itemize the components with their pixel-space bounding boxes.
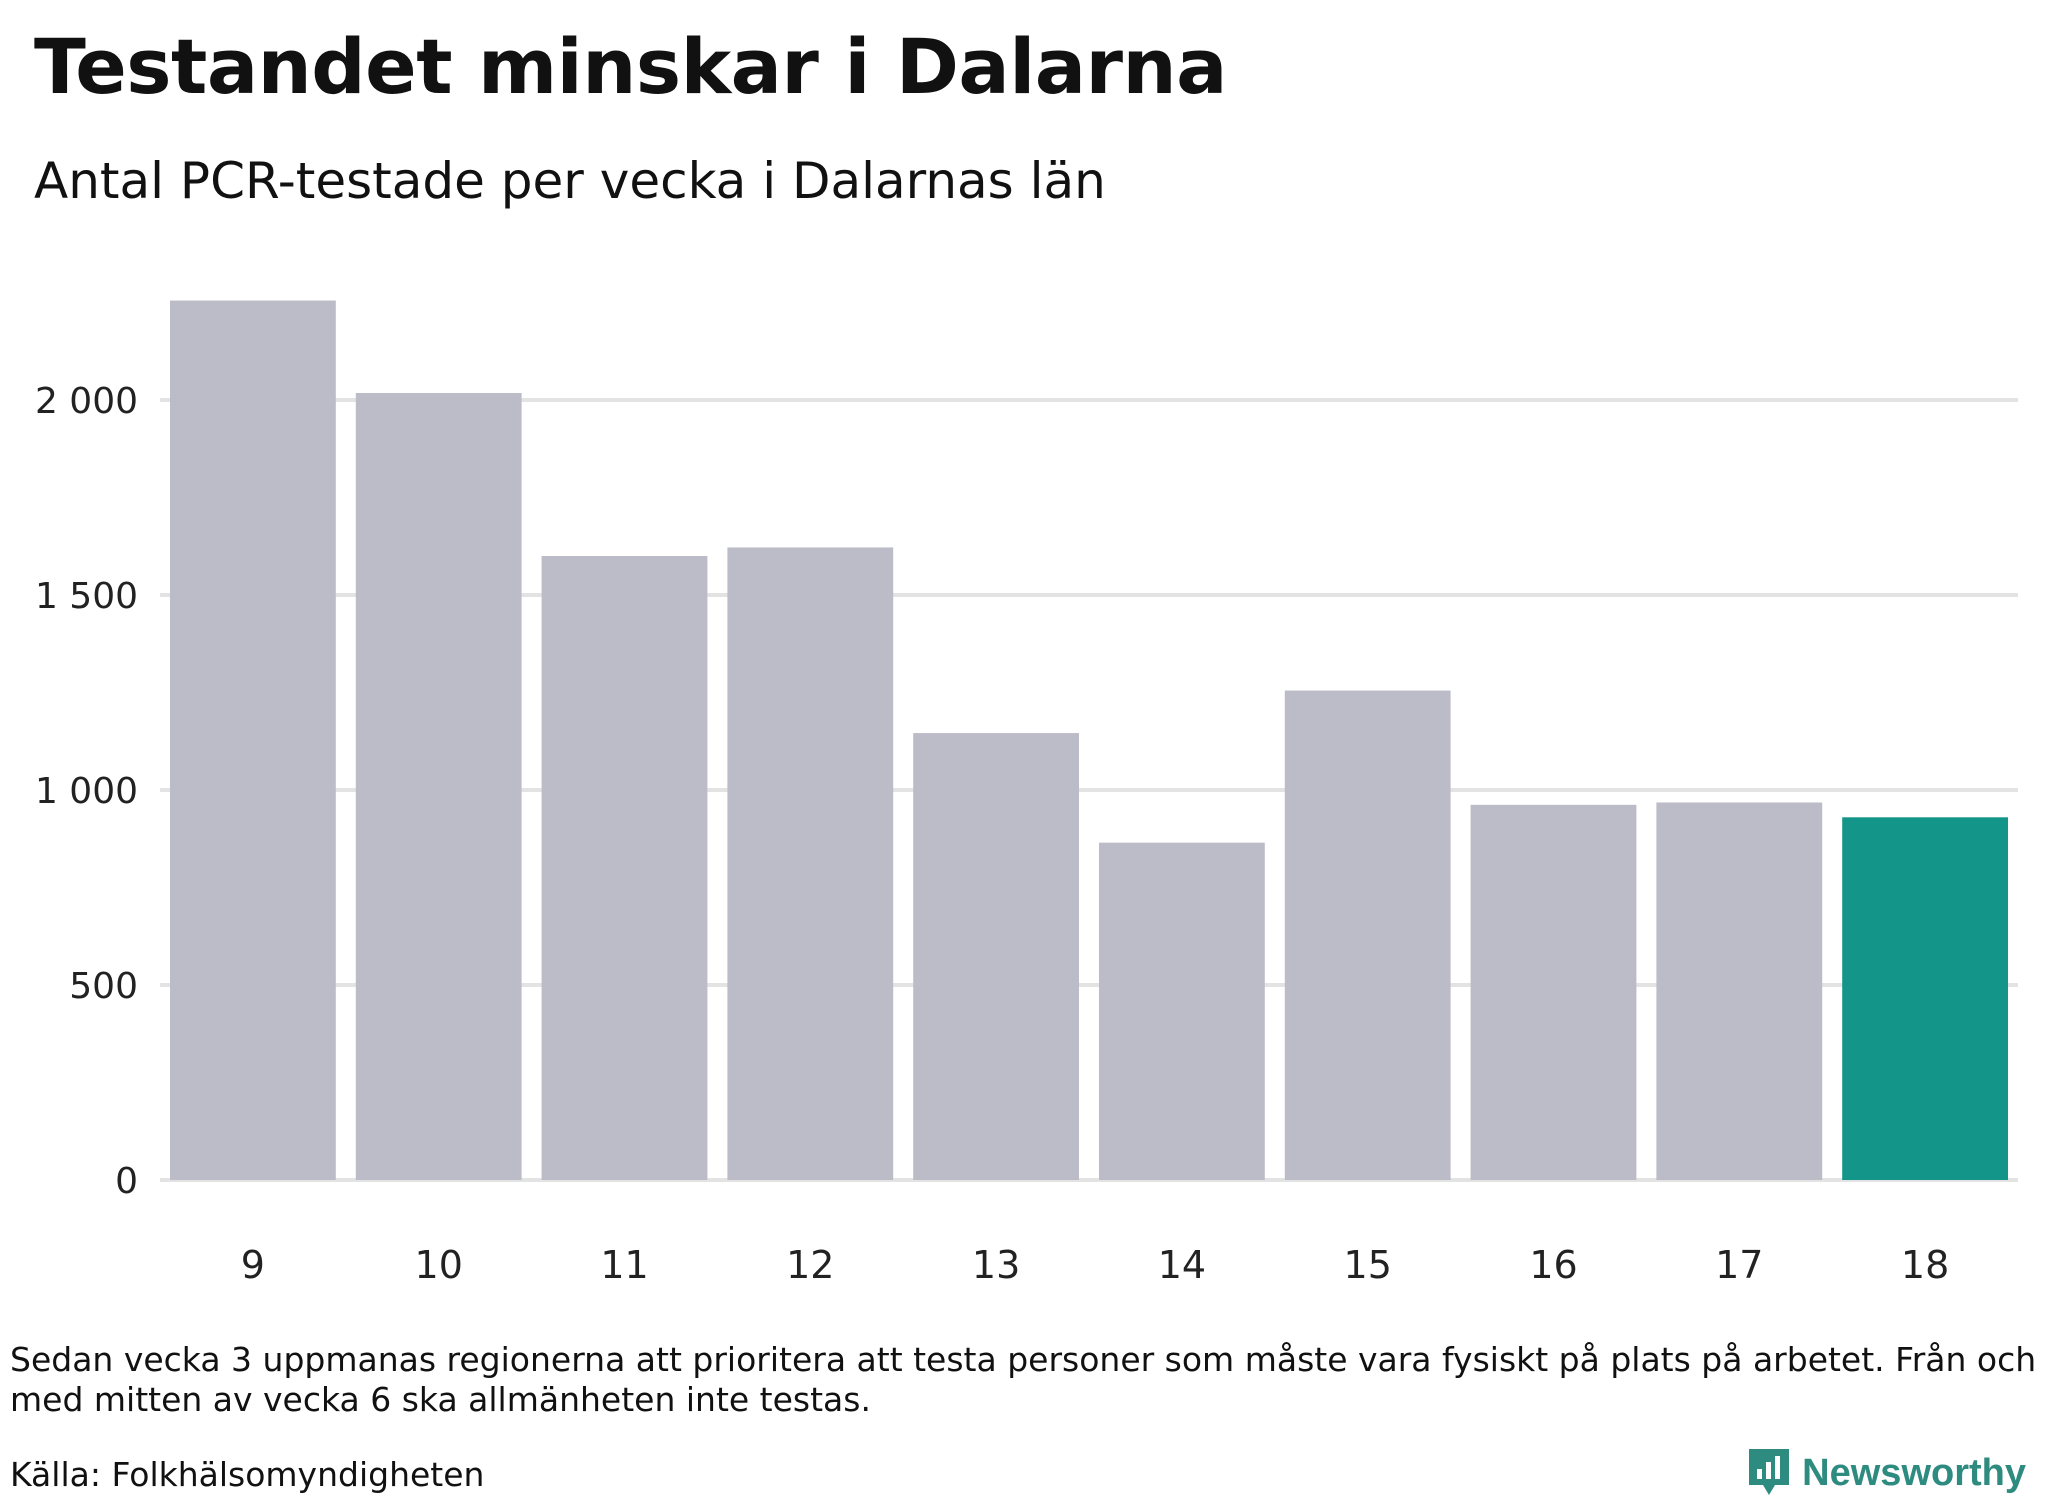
y-tick-label: 2 000 (35, 381, 138, 422)
chart-footnote: Sedan vecka 3 uppmanas regionerna att pr… (10, 1340, 2037, 1419)
bars (170, 300, 2008, 1181)
y-tick-label: 1 000 (35, 771, 138, 812)
y-axis-tick-labels: 0 500 1 000 1 500 2 000 (35, 381, 138, 1202)
x-tick-label: 14 (1158, 1243, 1206, 1287)
source-line: Källa: Folkhälsomyndigheten (10, 1455, 485, 1494)
x-axis-tick-labels: 9 10 11 12 13 14 15 16 17 18 (241, 1243, 1949, 1287)
bar-week-9[interactable] (170, 300, 336, 1180)
bar-chart-speech-bubble-icon (1749, 1449, 1790, 1495)
x-tick-label: 18 (1901, 1243, 1949, 1287)
bar-week-10[interactable] (355, 392, 522, 1181)
bar-chart: 0 500 1 000 1 500 2 000 9 10 11 12 13 14 15 16 17 18 (35, 300, 2018, 1287)
x-tick-label: 13 (972, 1243, 1020, 1287)
x-tick-label: 15 (1344, 1243, 1392, 1287)
x-tick-label: 16 (1529, 1243, 1577, 1287)
bar-week-14[interactable] (1099, 842, 1265, 1180)
x-tick-label: 11 (600, 1243, 648, 1287)
bar-week-17[interactable] (1656, 802, 1823, 1180)
bar-week-15[interactable] (1284, 690, 1451, 1180)
bar-week-11[interactable] (541, 556, 708, 1180)
chart-subtitle: Antal PCR-testade per vecka i Dalarnas l… (34, 152, 1106, 210)
y-tick-label: 1 500 (35, 576, 138, 617)
x-tick-label: 17 (1715, 1243, 1763, 1287)
chart-title: Testandet minskar i Dalarna (34, 22, 1227, 111)
bar-week-18[interactable] (1842, 817, 2008, 1180)
y-tick-label: 500 (69, 966, 138, 1007)
bar-week-13[interactable] (913, 733, 1079, 1180)
y-tick-label: 0 (115, 1161, 138, 1202)
x-tick-label: 9 (241, 1243, 265, 1287)
logo-wordmark: Newsworthy (1802, 1451, 2026, 1494)
newsworthy-logo[interactable]: Newsworthy (1746, 1447, 2026, 1499)
bar-week-12[interactable] (727, 547, 894, 1180)
bar-week-16[interactable] (1470, 804, 1637, 1180)
x-tick-label: 12 (786, 1243, 834, 1287)
x-tick-label: 10 (415, 1243, 463, 1287)
